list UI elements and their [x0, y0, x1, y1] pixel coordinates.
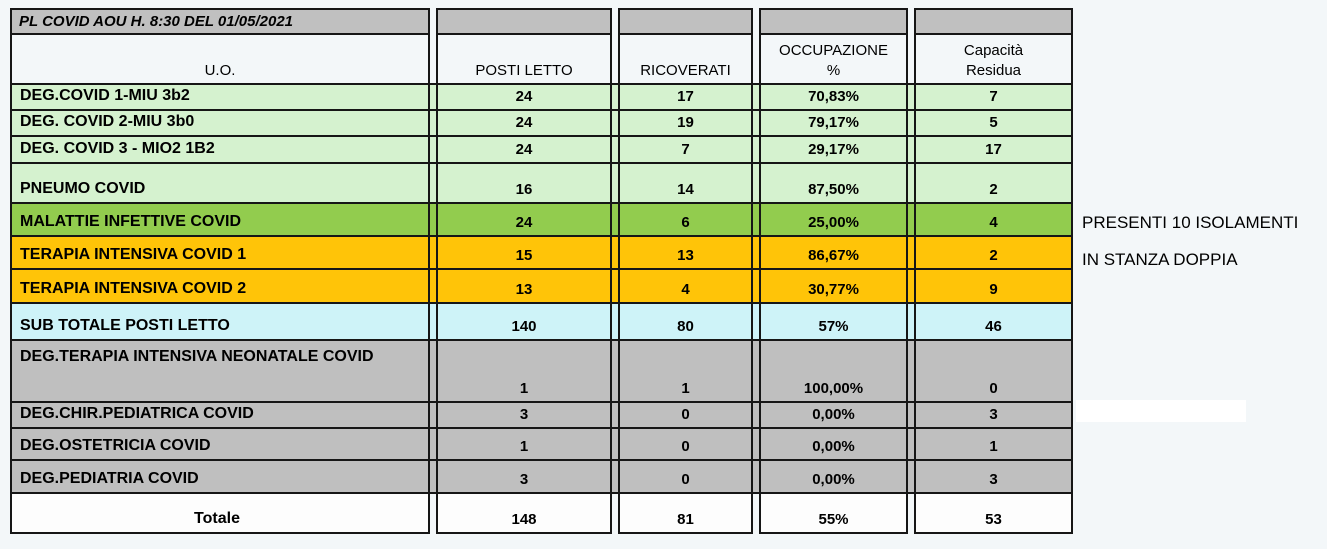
capacita-residua-cell: 5 [914, 111, 1073, 135]
column-header-uo: U.O. [10, 33, 430, 85]
uo-cell: DEG. COVID 2-MIU 3b0 [10, 111, 430, 135]
ricoverati-cell: 0 [618, 461, 753, 492]
ricoverati-cell: 1 [618, 341, 753, 401]
table-row: DEG.PEDIATRIA COVID 3 0 0,00% 3 [10, 459, 1073, 494]
ricoverati-cell: 14 [618, 164, 753, 202]
occupazione-cell: 29,17% [759, 137, 908, 162]
occupazione-cell: 0,00% [759, 429, 908, 459]
uo-cell: TERAPIA INTENSIVA COVID 1 [10, 237, 430, 268]
capacita-residua-cell: 17 [914, 137, 1073, 162]
table-row: DEG. COVID 3 - MIO2 1B2 24 7 29,17% 17 [10, 135, 1073, 164]
table-row: DEG. COVID 2-MIU 3b0 24 19 79,17% 5 [10, 109, 1073, 137]
ricoverati-cell: 6 [618, 204, 753, 235]
uo-cell: PNEUMO COVID [10, 164, 430, 202]
posti-letto-cell: 148 [436, 492, 612, 534]
column-header-occupazione: OCCUPAZIONE % [759, 33, 908, 85]
table-row: DEG.CHIR.PEDIATRICA COVID 3 0 0,00% 3 [10, 401, 1073, 429]
capacita-residua-cell: 4 [914, 204, 1073, 235]
title-spacer-cell [618, 8, 753, 35]
posti-letto-cell: 24 [436, 137, 612, 162]
subtotal-row: SUB TOTALE POSTI LETTO 140 80 57% 46 [10, 302, 1073, 341]
title-spacer-cell [759, 8, 908, 35]
occupazione-cell: 87,50% [759, 164, 908, 202]
table-row: DEG.TERAPIA INTENSIVA NEONATALE COVID 1 … [10, 339, 1073, 403]
title-spacer-cell [436, 8, 612, 35]
capacita-residua-cell: 46 [914, 304, 1073, 339]
occupazione-cell: 70,83% [759, 85, 908, 109]
posti-letto-cell: 3 [436, 461, 612, 492]
capacita-residua-cell: 1 [914, 429, 1073, 459]
capacita-residua-cell: 0 [914, 341, 1073, 401]
uo-cell: TERAPIA INTENSIVA COVID 2 [10, 270, 430, 302]
uo-cell: DEG.CHIR.PEDIATRICA COVID [10, 403, 430, 427]
uo-cell: DEG.OSTETRICIA COVID [10, 429, 430, 459]
report-table: PL COVID AOU H. 8:30 DEL 01/05/2021 U.O.… [10, 8, 1073, 534]
posti-letto-cell: 24 [436, 111, 612, 135]
occupazione-cell: 0,00% [759, 403, 908, 427]
occupazione-cell: 100,00% [759, 341, 908, 401]
posti-letto-cell: 13 [436, 270, 612, 302]
title-row: PL COVID AOU H. 8:30 DEL 01/05/2021 [10, 8, 1073, 35]
uo-cell: SUB TOTALE POSTI LETTO [10, 304, 430, 339]
occupazione-cell: 25,00% [759, 204, 908, 235]
table-row: TERAPIA INTENSIVA COVID 2 13 4 30,77% 9 [10, 268, 1073, 304]
uo-cell: MALATTIE INFETTIVE COVID [10, 204, 430, 235]
ricoverati-cell: 0 [618, 403, 753, 427]
posti-letto-cell: 1 [436, 429, 612, 459]
capacita-residua-cell: 2 [914, 164, 1073, 202]
uo-cell: DEG. COVID 3 - MIO2 1B2 [10, 137, 430, 162]
capacita-residua-cell: 53 [914, 492, 1073, 534]
column-header-ricoverati: RICOVERATI [618, 33, 753, 85]
table-row: MALATTIE INFETTIVE COVID 24 6 25,00% 4 [10, 202, 1073, 237]
ricoverati-cell: 7 [618, 137, 753, 162]
posti-letto-cell: 1 [436, 341, 612, 401]
uo-cell: DEG.PEDIATRIA COVID [10, 461, 430, 492]
posti-letto-cell: 16 [436, 164, 612, 202]
header-row: U.O. POSTI LETTO RICOVERATI OCCUPAZIONE … [10, 33, 1073, 85]
title-spacer-cell [914, 8, 1073, 35]
table-row: DEG.OSTETRICIA COVID 1 0 0,00% 1 [10, 427, 1073, 461]
posti-letto-cell: 140 [436, 304, 612, 339]
occupazione-cell: 55% [759, 492, 908, 534]
posti-letto-cell: 24 [436, 204, 612, 235]
capacita-residua-cell: 7 [914, 85, 1073, 109]
capacita-residua-cell: 3 [914, 403, 1073, 427]
ricoverati-cell: 0 [618, 429, 753, 459]
total-row: Totale 148 81 55% 53 [10, 492, 1073, 534]
uo-cell: Totale [10, 492, 430, 534]
ricoverati-cell: 19 [618, 111, 753, 135]
report-title: PL COVID AOU H. 8:30 DEL 01/05/2021 [10, 8, 430, 35]
column-header-capacita-residua: Capacità Residua [914, 33, 1073, 85]
ricoverati-cell: 17 [618, 85, 753, 109]
occupazione-cell: 30,77% [759, 270, 908, 302]
isolation-note: PRESENTI 10 ISOLAMENTI IN STANZA DOPPIA [1082, 213, 1299, 269]
ricoverati-cell: 80 [618, 304, 753, 339]
posti-letto-cell: 15 [436, 237, 612, 268]
ricoverati-cell: 81 [618, 492, 753, 534]
occupazione-cell: 57% [759, 304, 908, 339]
capacita-residua-cell: 3 [914, 461, 1073, 492]
column-header-posti-letto: POSTI LETTO [436, 33, 612, 85]
white-patch [1076, 400, 1246, 422]
occupazione-cell: 86,67% [759, 237, 908, 268]
uo-cell: DEG.TERAPIA INTENSIVA NEONATALE COVID [10, 341, 430, 401]
table-row: DEG.COVID 1-MIU 3b2 24 17 70,83% 7 [10, 83, 1073, 111]
ricoverati-cell: 13 [618, 237, 753, 268]
uo-cell: DEG.COVID 1-MIU 3b2 [10, 85, 430, 109]
posti-letto-cell: 3 [436, 403, 612, 427]
table-row: TERAPIA INTENSIVA COVID 1 15 13 86,67% 2 [10, 235, 1073, 270]
occupazione-cell: 0,00% [759, 461, 908, 492]
posti-letto-cell: 24 [436, 85, 612, 109]
occupazione-cell: 79,17% [759, 111, 908, 135]
ricoverati-cell: 4 [618, 270, 753, 302]
capacita-residua-cell: 9 [914, 270, 1073, 302]
capacita-residua-cell: 2 [914, 237, 1073, 268]
table-row: PNEUMO COVID 16 14 87,50% 2 [10, 162, 1073, 204]
